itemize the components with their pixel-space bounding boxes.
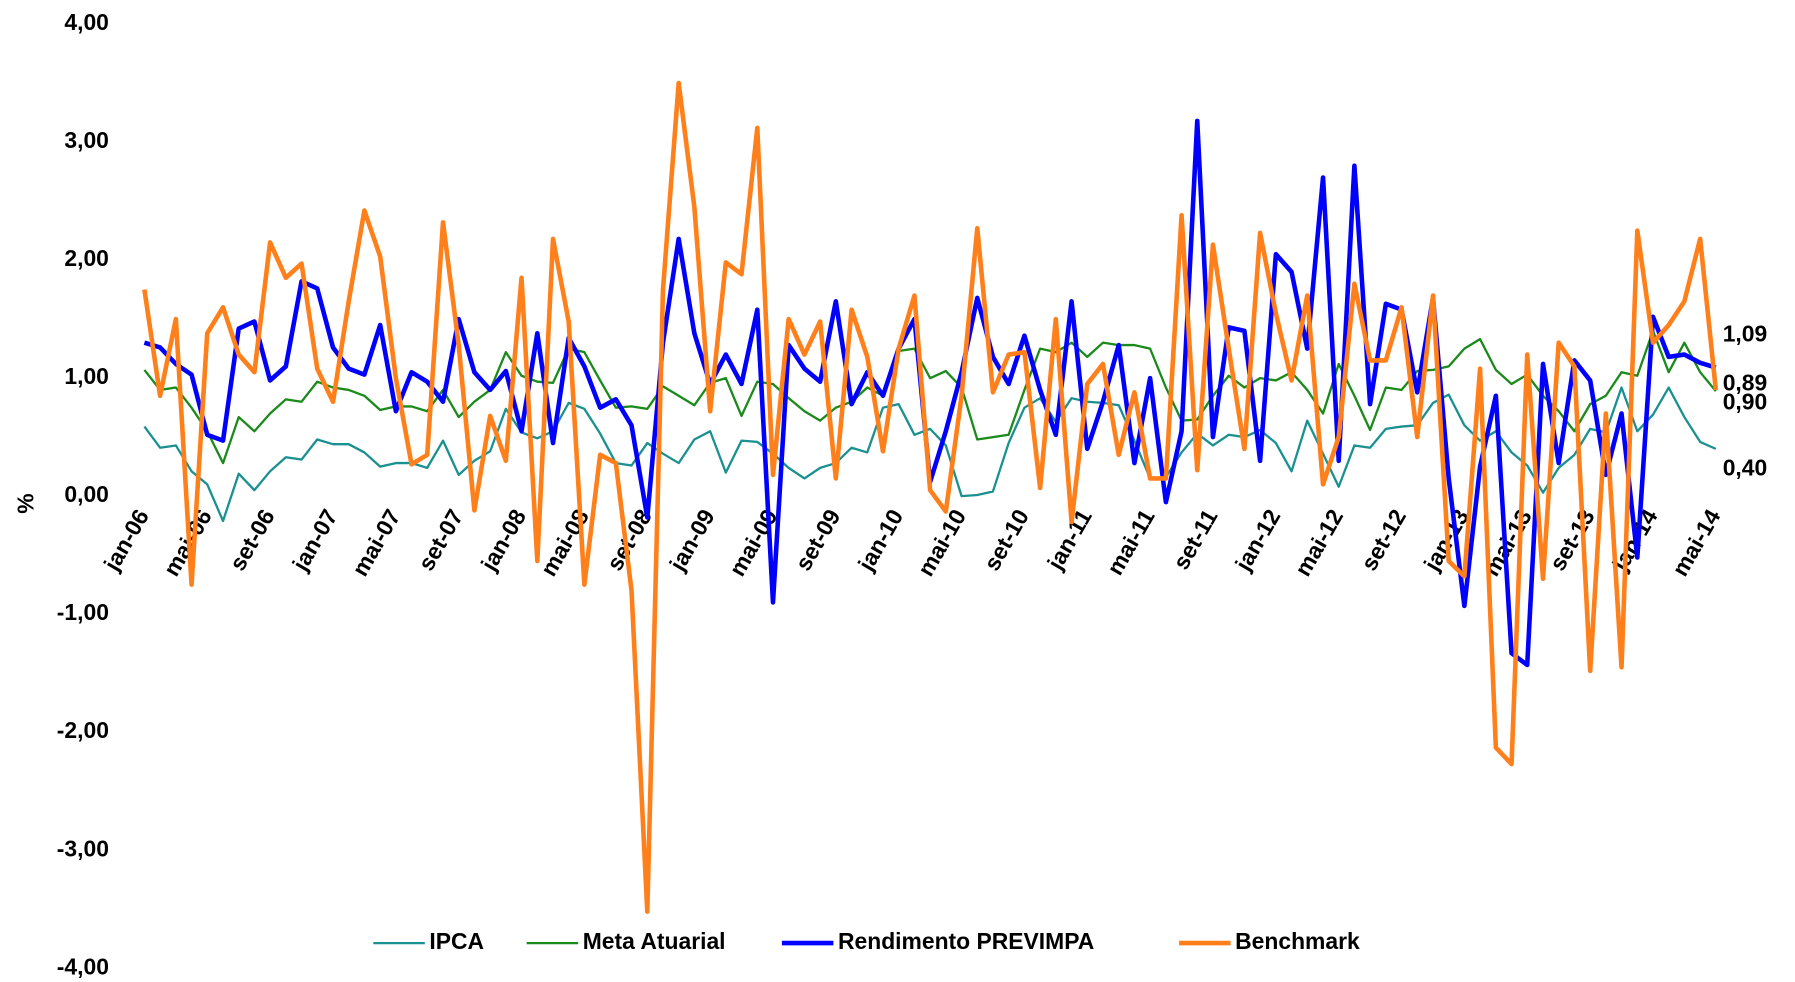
x-tick-label: set-07 [413, 505, 469, 575]
end-label: 1,09 [1723, 320, 1768, 346]
x-tick-label: jan-06 [98, 505, 154, 576]
x-tick-label: mai-10 [912, 505, 971, 581]
series-line [142, 80, 1719, 914]
y-axis-label: % [13, 493, 39, 513]
x-tick-label: set-12 [1356, 505, 1412, 575]
y-tick-label: 0,00 [64, 481, 109, 507]
end-label: 0,89 [1723, 369, 1768, 395]
x-tick-label: set-09 [790, 505, 846, 575]
y-tick-label: -3,00 [57, 835, 109, 861]
end-label: 0,90 [1723, 389, 1768, 415]
x-tick-label: set-13 [1544, 505, 1600, 575]
x-tick-label: set-10 [978, 505, 1034, 575]
x-tick-label: jan-08 [475, 504, 531, 575]
x-tick-label: mai-11 [1102, 504, 1160, 579]
series-line [143, 386, 1717, 523]
y-tick-label: 3,00 [64, 127, 109, 153]
x-tick-label: set-06 [224, 505, 280, 575]
x-tick-label: jan-10 [852, 505, 908, 576]
y-tick-label: 4,00 [64, 9, 109, 35]
legend-label: Benchmark [1235, 928, 1360, 954]
y-tick-label: -2,00 [57, 717, 109, 743]
legend-label: IPCA [429, 928, 484, 954]
x-tick-label: jan-07 [286, 505, 342, 576]
y-tick-label: 1,00 [64, 363, 109, 389]
x-tick-label: mai-07 [347, 505, 406, 581]
x-tick-label: mai-12 [1289, 505, 1348, 581]
y-tick-label: -4,00 [57, 953, 109, 979]
legend-label: Rendimento PREVIMPA [838, 928, 1094, 954]
end-label: 0,40 [1723, 455, 1768, 481]
x-tick-label: jan-12 [1229, 505, 1285, 576]
x-tick-label: mai-14 [1667, 504, 1726, 580]
y-tick-label: -1,00 [57, 599, 109, 625]
x-tick-label: set-11 [1168, 504, 1223, 573]
series-line [143, 329, 1717, 465]
x-tick-label: jan-09 [664, 505, 720, 576]
legend-label: Meta Atuarial [583, 928, 726, 954]
y-tick-label: 2,00 [64, 245, 109, 271]
